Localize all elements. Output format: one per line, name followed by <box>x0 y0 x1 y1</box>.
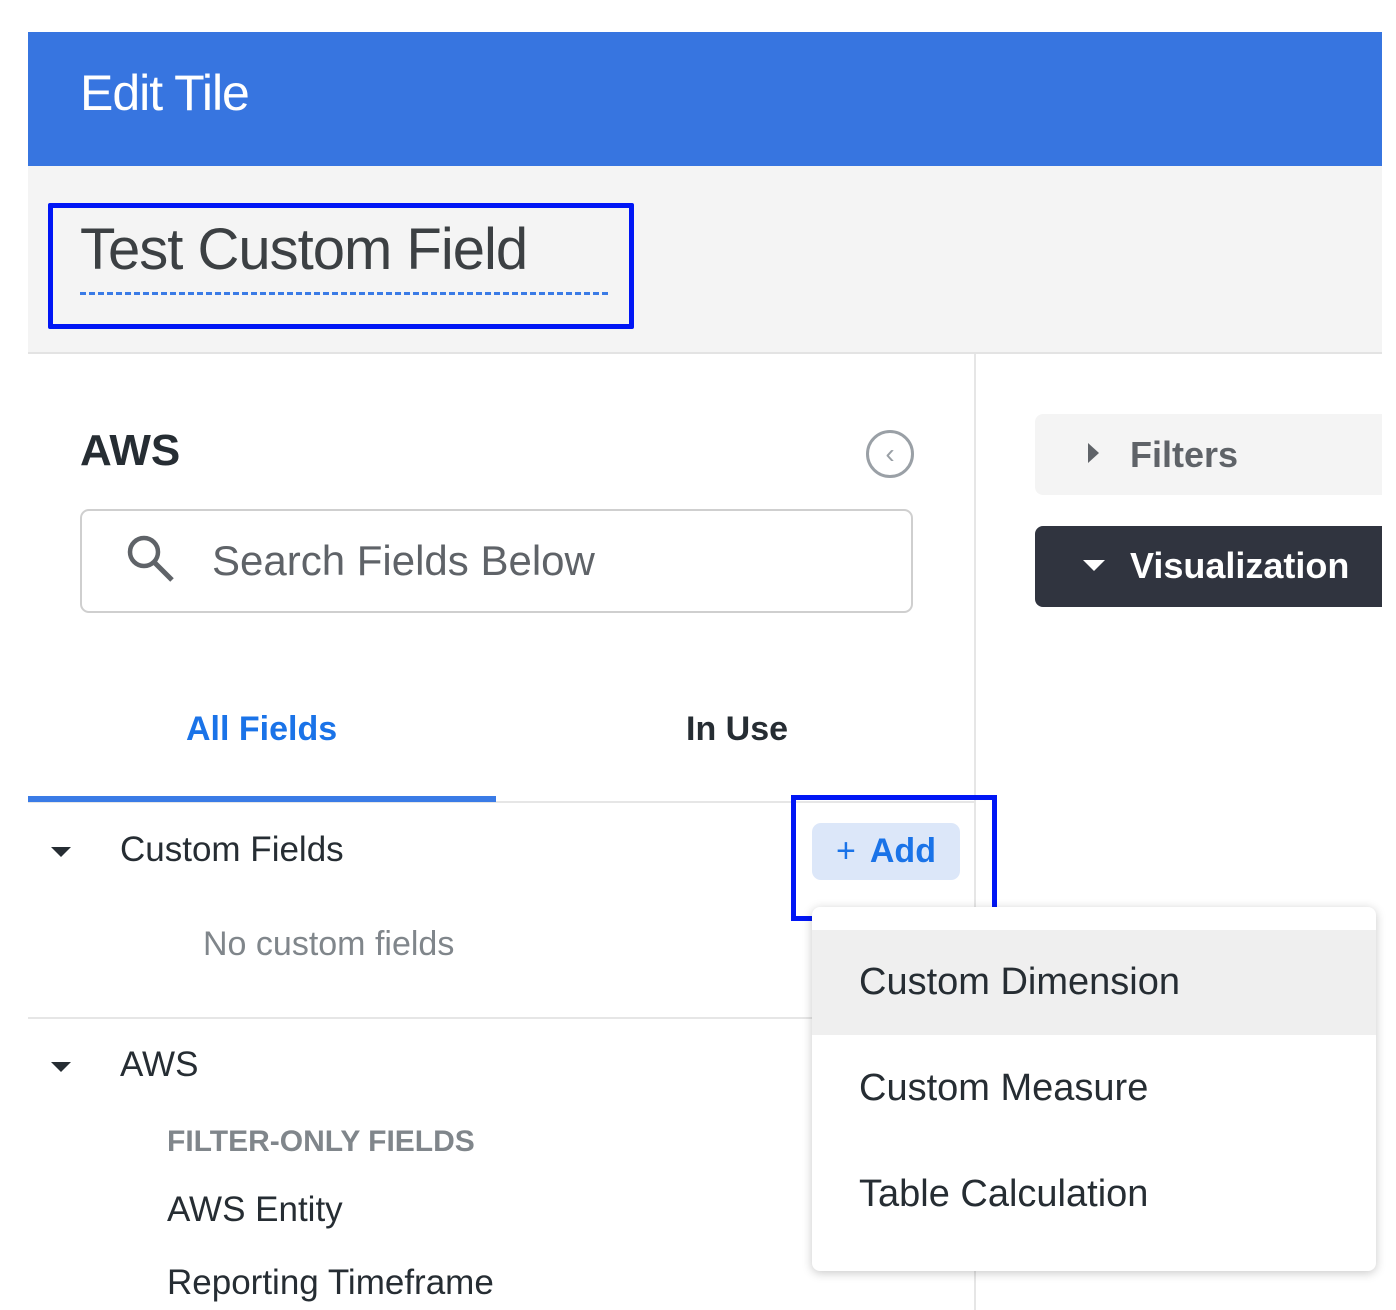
search-icon <box>127 535 174 582</box>
caret-down-icon[interactable] <box>51 1062 71 1072</box>
filters-label[interactable]: Filters <box>1130 434 1239 475</box>
title-underline <box>80 292 608 295</box>
highlight-box-add <box>791 795 997 921</box>
visualization-label[interactable]: Visualization <box>1130 545 1350 586</box>
field-item[interactable]: AWS Entity <box>167 1190 343 1229</box>
collapse-panel-icon[interactable]: ‹ <box>866 430 914 478</box>
group-label: FILTER-ONLY FIELDS <box>167 1125 475 1158</box>
add-button[interactable]: + Add <box>812 823 960 880</box>
plus-icon: + <box>836 832 856 870</box>
search-placeholder: Search Fields Below <box>212 537 595 584</box>
menu-item-custom-measure[interactable]: Custom Measure <box>859 1067 1149 1109</box>
menu-item-custom-dimension[interactable]: Custom Dimension <box>812 930 1376 1035</box>
active-tab-indicator <box>28 796 496 802</box>
highlight-box-title <box>48 203 634 329</box>
add-menu: Custom Dimension Custom Measure Table Ca… <box>812 907 1376 1271</box>
section-divider <box>28 1017 812 1019</box>
caret-right-icon <box>1088 443 1099 463</box>
explore-title: AWS <box>80 426 181 475</box>
custom-fields-section[interactable]: Custom Fields <box>120 830 344 869</box>
page-title: Edit Tile <box>80 65 250 121</box>
title-band <box>28 166 1382 354</box>
empty-message: No custom fields <box>203 925 455 963</box>
menu-item-table-calculation[interactable]: Table Calculation <box>859 1173 1149 1215</box>
field-item[interactable]: Reporting Timeframe <box>167 1263 494 1302</box>
aws-section[interactable]: AWS <box>120 1045 199 1084</box>
tab-in-use[interactable]: In Use <box>686 710 789 748</box>
search-input[interactable] <box>80 509 913 613</box>
panel-divider <box>974 354 976 1310</box>
add-label: Add <box>869 832 936 870</box>
caret-down-icon[interactable] <box>51 847 71 857</box>
tab-all-fields[interactable]: All Fields <box>186 710 338 748</box>
caret-down-icon <box>1083 560 1105 571</box>
tile-title-input[interactable]: Test Custom Field <box>80 217 528 282</box>
tab-divider <box>28 801 974 803</box>
header-bar <box>28 32 1382 166</box>
